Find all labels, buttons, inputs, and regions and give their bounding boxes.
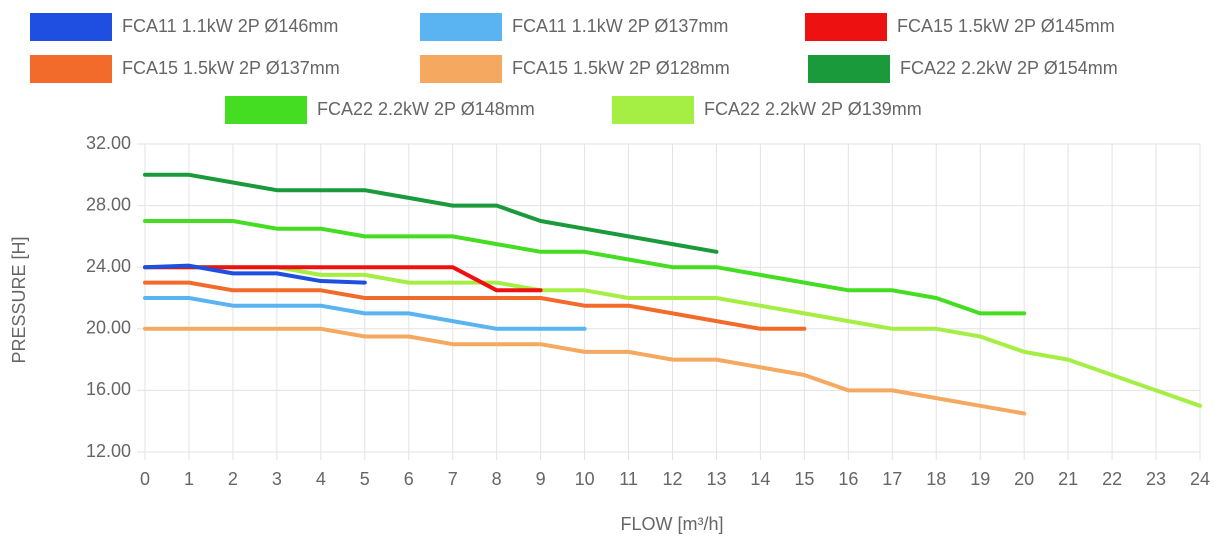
legend-swatch xyxy=(30,55,112,83)
legend-swatch xyxy=(225,96,307,124)
series-line xyxy=(143,280,807,331)
legend-swatch xyxy=(612,96,694,124)
x-tick-label: 10 xyxy=(575,469,595,489)
x-tick-label: 18 xyxy=(926,469,946,489)
legend-label: FCA22 2.2kW 2P Ø154mm xyxy=(900,58,1118,78)
legend-swatch xyxy=(30,13,112,41)
x-tick-label: 15 xyxy=(794,469,814,489)
legend-label: FCA15 1.5kW 2P Ø137mm xyxy=(122,58,340,78)
x-tick-label: 14 xyxy=(750,469,770,489)
series-line xyxy=(143,265,543,293)
x-tick-label: 19 xyxy=(970,469,990,489)
legend-label: FCA11 1.1kW 2P Ø137mm xyxy=(512,16,728,36)
x-tick-label: 21 xyxy=(1058,469,1078,489)
series-line xyxy=(143,219,1027,316)
x-tick-label: 3 xyxy=(272,469,282,489)
series-line xyxy=(143,296,587,331)
x-tick-label: 4 xyxy=(316,469,326,489)
y-tick-label: 24.00 xyxy=(86,256,131,276)
legend-label: FCA22 2.2kW 2P Ø139mm xyxy=(704,99,922,119)
legend-label: FCA15 1.5kW 2P Ø145mm xyxy=(897,16,1115,36)
x-tick-label: 24 xyxy=(1190,469,1210,489)
series-line xyxy=(143,172,719,254)
x-tick-label: 8 xyxy=(492,469,502,489)
x-tick-label: 5 xyxy=(360,469,370,489)
x-tick-label: 13 xyxy=(706,469,726,489)
legend-label: FCA22 2.2kW 2P Ø148mm xyxy=(317,99,535,119)
y-tick-label: 28.00 xyxy=(86,194,131,214)
legend-swatch xyxy=(805,13,887,41)
legend-label: FCA11 1.1kW 2P Ø146mm xyxy=(122,16,338,36)
x-tick-label: 9 xyxy=(536,469,546,489)
x-tick-label: 20 xyxy=(1014,469,1034,489)
y-tick-label: 20.00 xyxy=(86,318,131,338)
x-tick-label: 2 xyxy=(228,469,238,489)
legend-swatch xyxy=(420,55,502,83)
x-tick-label: 7 xyxy=(448,469,458,489)
legend-swatch xyxy=(808,55,890,83)
series-line xyxy=(143,265,1202,408)
x-axis-title: FLOW [m³/h] xyxy=(621,514,724,534)
legend-label: FCA15 1.5kW 2P Ø128mm xyxy=(512,58,730,78)
x-tick-label: 0 xyxy=(140,469,150,489)
x-tick-label: 6 xyxy=(404,469,414,489)
series-line xyxy=(143,326,1027,416)
x-tick-label: 17 xyxy=(882,469,902,489)
x-tick-label: 12 xyxy=(662,469,682,489)
x-tick-label: 16 xyxy=(838,469,858,489)
y-tick-label: 12.00 xyxy=(86,441,131,461)
x-tick-label: 23 xyxy=(1146,469,1166,489)
x-tick-label: 11 xyxy=(619,469,638,489)
series-line xyxy=(143,263,367,285)
x-tick-label: 22 xyxy=(1102,469,1122,489)
legend-swatch xyxy=(420,13,502,41)
y-tick-label: 16.00 xyxy=(86,379,131,399)
x-tick-label: 1 xyxy=(184,469,194,489)
y-tick-label: 32.00 xyxy=(86,133,131,153)
y-axis-title: PRESSURE [H] xyxy=(9,236,29,363)
